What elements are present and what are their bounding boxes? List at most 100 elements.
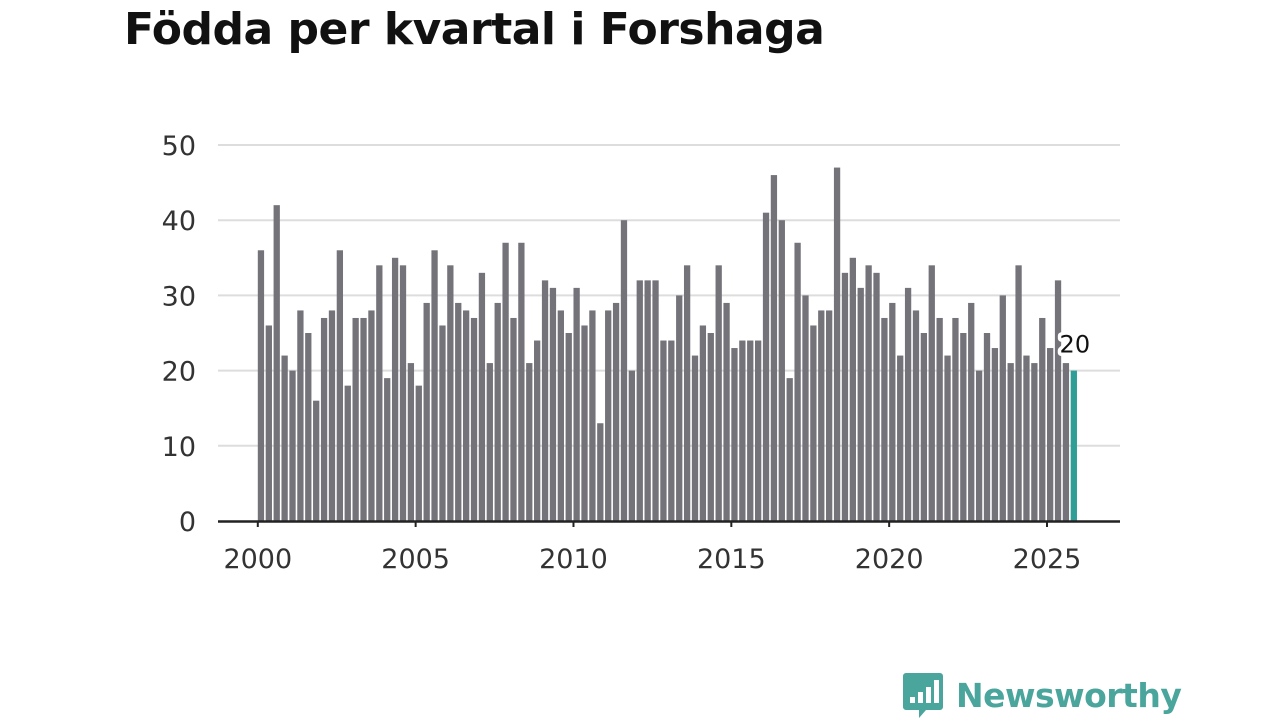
- newsworthy-wordmark: Newsworthy: [956, 675, 1182, 715]
- bar: [865, 265, 872, 521]
- bar: [526, 363, 533, 521]
- y-tick-label: 20: [162, 357, 196, 388]
- bar: [889, 302, 896, 521]
- bar: [912, 310, 920, 521]
- bar: [384, 378, 391, 521]
- bar: [486, 363, 493, 521]
- bar: [281, 355, 288, 521]
- bar: [818, 310, 825, 521]
- bar: [581, 325, 588, 521]
- bar-highlight: [1070, 370, 1077, 521]
- bar: [644, 280, 651, 521]
- bar: [431, 250, 438, 521]
- bar: [739, 340, 746, 521]
- bar: [755, 340, 762, 521]
- bar: [510, 317, 517, 521]
- bar: [407, 363, 415, 521]
- bar: [502, 242, 509, 521]
- data-label-last: 20: [1060, 331, 1091, 359]
- bar: [320, 317, 328, 521]
- bar: [873, 272, 880, 521]
- bar: [683, 265, 691, 521]
- bar: [747, 340, 754, 521]
- bar: [478, 272, 486, 521]
- newsworthy-logo-icon: [903, 673, 943, 718]
- y-axis-ticks: 0 10 20 30 40 50: [162, 131, 196, 538]
- bar: [1007, 363, 1014, 521]
- x-tick-label: 2020: [855, 544, 924, 575]
- bar: [344, 385, 351, 521]
- bar: [541, 280, 549, 521]
- bar: [399, 265, 407, 521]
- bar: [494, 302, 501, 521]
- bar: [415, 385, 422, 521]
- bar: [920, 333, 928, 521]
- bar: [936, 317, 943, 521]
- x-tick-label: 2005: [381, 544, 450, 575]
- y-tick-label: 0: [179, 507, 196, 538]
- bar: [652, 280, 659, 521]
- x-tick-label: 2010: [539, 544, 608, 575]
- bar: [999, 295, 1006, 521]
- bar: [439, 325, 446, 521]
- bar: [447, 265, 454, 521]
- bars: [257, 167, 1077, 521]
- bar: [810, 325, 817, 521]
- bar: [676, 295, 683, 521]
- bar: [794, 242, 801, 521]
- bar: [968, 302, 975, 521]
- data-labels: 2020: [1056, 327, 1094, 362]
- bar: [668, 340, 675, 521]
- bar: [699, 325, 707, 521]
- newsworthy-logo: Newsworthy: [902, 670, 1182, 720]
- y-tick-label: 50: [162, 131, 196, 162]
- bar: [470, 317, 478, 521]
- bar: [376, 265, 383, 521]
- bar: [952, 317, 959, 521]
- bar: [1054, 280, 1062, 521]
- bar: [707, 333, 714, 521]
- y-tick-label: 30: [162, 281, 196, 312]
- bar: [518, 242, 525, 521]
- bar: [360, 317, 367, 521]
- bar: [841, 272, 849, 521]
- bar: [770, 175, 778, 521]
- bar: [313, 400, 320, 521]
- bar: [289, 370, 296, 521]
- bar: [881, 317, 888, 521]
- bar: [786, 378, 793, 521]
- bar: [391, 257, 399, 521]
- bar: [368, 310, 375, 521]
- bar: [455, 302, 462, 521]
- bar: [589, 310, 596, 521]
- bar: [565, 333, 572, 521]
- x-axis-ticks: 2000 2005 2010 2015 2020 2025: [223, 521, 1081, 575]
- bar: [297, 310, 304, 521]
- bar: [534, 340, 541, 521]
- bar: [826, 310, 833, 521]
- bar: [802, 295, 809, 521]
- bar: [352, 317, 359, 521]
- bar: [778, 220, 785, 521]
- bar: [636, 280, 643, 521]
- bar: [605, 310, 612, 521]
- x-tick-label: 2000: [223, 544, 292, 575]
- bar: [597, 423, 604, 521]
- bar: [628, 370, 636, 521]
- bar: [612, 302, 620, 521]
- bar: [462, 310, 470, 521]
- bar: [849, 257, 856, 521]
- data-label-halo: 20: [1060, 331, 1091, 359]
- bar: [573, 287, 580, 521]
- bar: [991, 348, 999, 521]
- y-tick-label: 40: [162, 206, 196, 237]
- bar: [904, 287, 912, 521]
- bar: [660, 340, 667, 521]
- bar: [1062, 363, 1070, 521]
- bar: [960, 333, 967, 521]
- bar: [305, 333, 312, 521]
- bar: [265, 325, 272, 521]
- bar: [1039, 317, 1046, 521]
- bar: [557, 310, 564, 521]
